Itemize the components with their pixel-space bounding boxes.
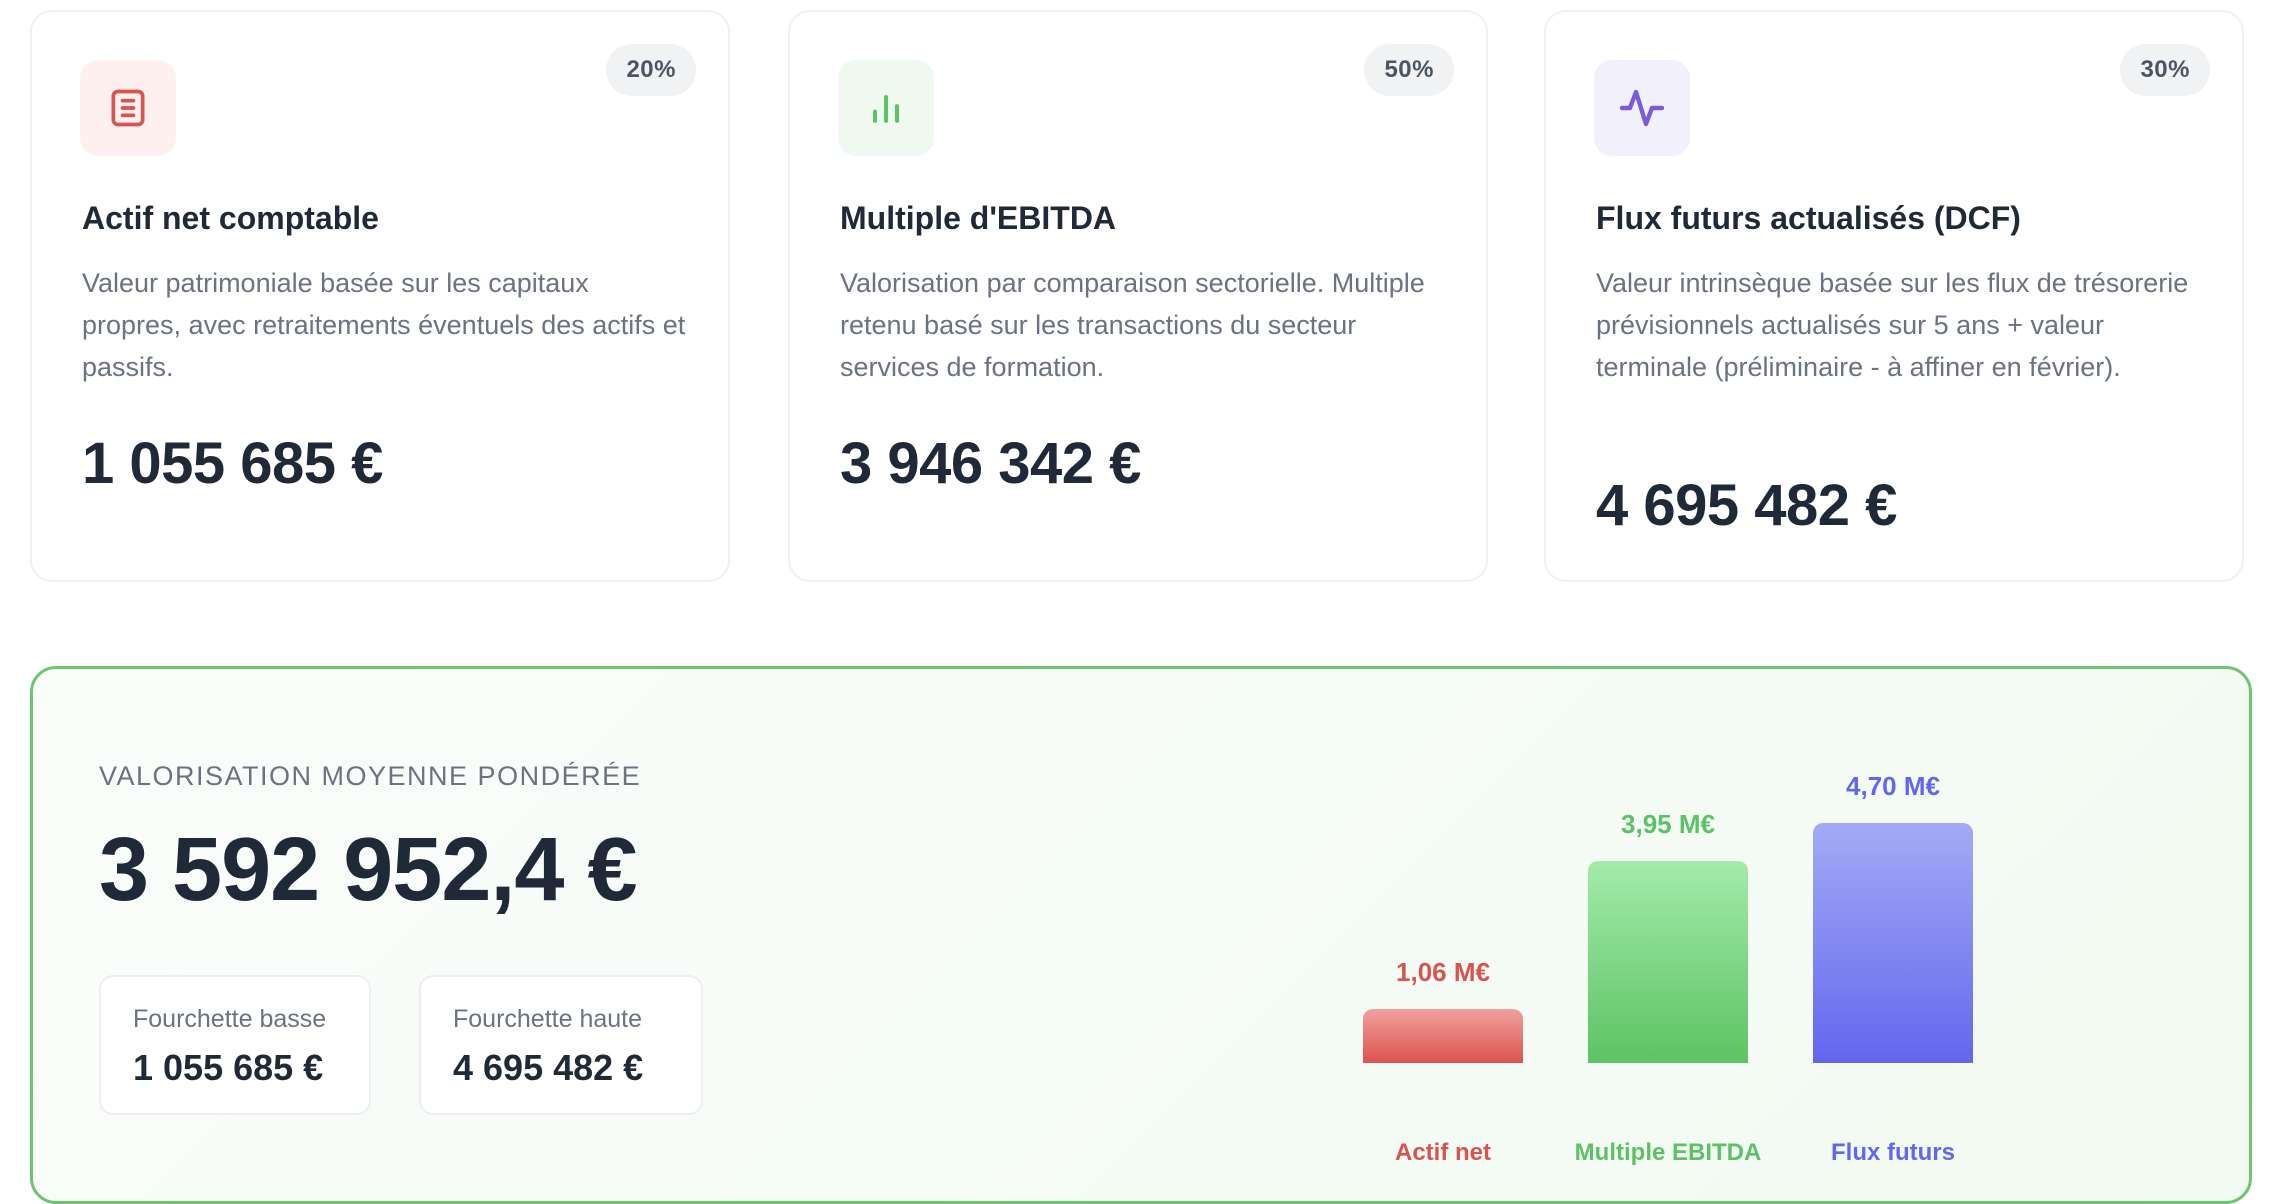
weighted-valuation-label: VALORISATION MOYENNE PONDÉRÉE: [99, 761, 642, 791]
range-high-label: Fourchette haute: [453, 1005, 643, 1033]
method-title: Multiple d'EBITDA: [840, 200, 1117, 236]
method-title: Flux futurs actualisés (DCF): [1596, 200, 2021, 236]
weight-badge: 30%: [2120, 44, 2210, 96]
method-icon-box: [80, 60, 176, 156]
range-high-box: Fourchette haute 4 695 482 €: [419, 975, 703, 1115]
document-icon: [111, 89, 145, 127]
method-description: Valorisation par comparaison sectorielle…: [840, 268, 1425, 382]
range-high-value: 4 695 482 €: [453, 1047, 644, 1088]
method-value: 1 055 685 €: [82, 431, 383, 496]
weighted-valuation-value: 3 592 952,4 €: [99, 820, 638, 920]
range-low-value: 1 055 685 €: [133, 1047, 324, 1088]
chart-bar: [1813, 823, 1973, 1063]
chart-bar-value-label: 1,06 M€: [1396, 956, 1490, 987]
range-low-label: Fourchette basse: [133, 1005, 327, 1033]
weight-badge: 50%: [1364, 44, 1454, 96]
chart-bar-value-label: 3,95 M€: [1621, 809, 1715, 840]
pulse-icon: [1619, 89, 1665, 127]
chart-category-label: Flux futurs: [1831, 1139, 1955, 1166]
method-description: Valeur intrinsèque basée sur les flux de…: [1596, 268, 2189, 382]
method-card-ebitda: 50% Multiple d'EBITDA Valorisation par c…: [788, 10, 1488, 582]
method-title: Actif net comptable: [82, 200, 379, 236]
method-description: Valeur patrimoniale basée sur les capita…: [82, 268, 686, 382]
bar-chart-icon: [872, 94, 900, 123]
chart-category-label: Actif net: [1395, 1139, 1491, 1166]
method-icon-box: [838, 60, 934, 156]
method-icon-box: [1594, 60, 1690, 156]
weighted-valuation-panel: VALORISATION MOYENNE PONDÉRÉE 3 592 952,…: [30, 666, 2252, 1204]
method-value: 4 695 482 €: [1596, 473, 1897, 538]
chart-category-label: Multiple EBITDA: [1574, 1139, 1762, 1166]
method-value: 3 946 342 €: [840, 431, 1141, 496]
chart-bar-value-label: 4,70 M€: [1846, 771, 1940, 801]
range-low-box: Fourchette basse 1 055 685 €: [99, 975, 371, 1115]
method-comparison-chart: 1,06 M€ Actif net 3,95 M€ Multiple EBITDA 4,…: [1333, 719, 1973, 1179]
weight-badge: 20%: [606, 44, 696, 96]
chart-bar: [1363, 1008, 1523, 1063]
method-card-dcf: 30% Flux futurs actualisés (DCF) Valeur …: [1544, 10, 2244, 582]
chart-bar: [1588, 861, 1748, 1063]
method-card-actif-net: 20% Actif net comptable Valeur patrimoni…: [30, 10, 730, 582]
